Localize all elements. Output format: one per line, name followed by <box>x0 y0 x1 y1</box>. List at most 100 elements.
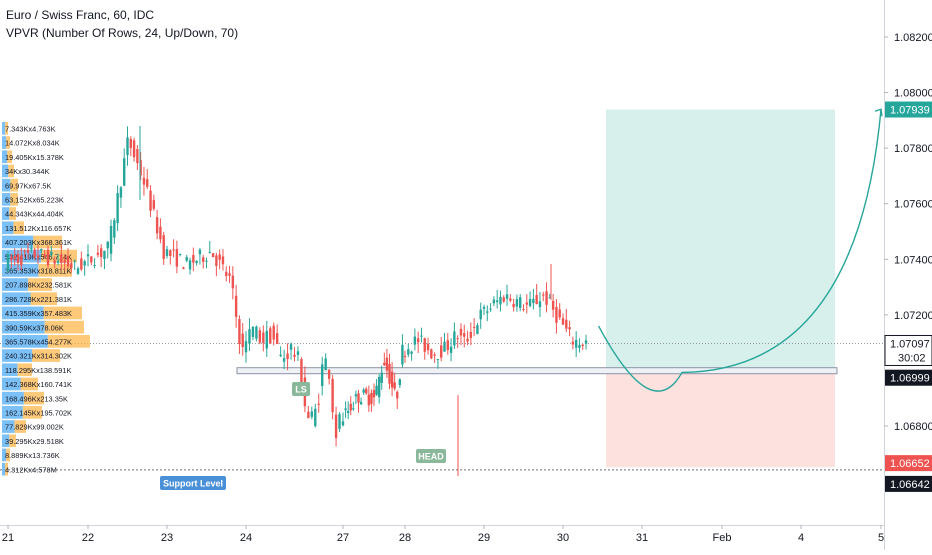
candle-body <box>515 299 519 307</box>
candle-body <box>436 359 440 361</box>
candle-body <box>279 354 282 357</box>
candle-body <box>10 257 13 260</box>
candle-body <box>202 257 205 262</box>
volume-row-label: 131.512Kx116.657K <box>5 224 72 233</box>
volume-bar-up <box>2 448 7 462</box>
candle-body <box>23 250 26 252</box>
candle-body <box>310 411 314 417</box>
volume-row-label: 14.072Kx8.034K <box>5 139 60 148</box>
candle-body <box>505 294 509 299</box>
volume-row-label: 19.405Kx15.378K <box>5 153 64 162</box>
candle-body <box>86 254 90 257</box>
volume-bar-up <box>2 278 28 291</box>
entry-price-tag-bg <box>885 369 932 386</box>
candle-body <box>482 306 486 309</box>
head-label-box[interactable] <box>416 449 446 463</box>
candle-body <box>13 256 16 259</box>
candle-body <box>413 336 417 345</box>
candle-body <box>362 389 365 393</box>
candle-body <box>228 273 231 276</box>
candle-body <box>40 249 43 251</box>
candle-body <box>433 354 436 356</box>
candle-body <box>231 275 235 289</box>
candle-body <box>388 363 391 384</box>
candle-body <box>142 177 146 185</box>
candle-body <box>175 249 179 267</box>
volume-bar-down <box>5 462 8 476</box>
support-rectangle[interactable] <box>236 367 838 375</box>
candle-body <box>502 297 505 302</box>
candle-body <box>449 346 453 353</box>
volume-row-label: 162.145Kx195.702K <box>5 409 72 418</box>
candle-body <box>99 248 103 258</box>
candle-body <box>225 271 228 276</box>
volume-bar-down <box>38 264 72 277</box>
candle-body <box>416 338 420 343</box>
candle-body <box>446 340 449 351</box>
candle-body <box>341 421 345 426</box>
volume-bar-down <box>17 363 32 377</box>
target-zone[interactable] <box>606 109 835 371</box>
candle-body <box>472 326 476 328</box>
volume-bar-up <box>2 235 34 249</box>
candle-body <box>486 311 489 313</box>
x-tick-label: 28 <box>399 532 411 544</box>
candle-body <box>380 372 383 383</box>
candle-body <box>372 390 376 398</box>
stop-zone[interactable] <box>606 370 835 468</box>
candle-body <box>113 220 116 238</box>
volume-bar-up <box>2 462 6 476</box>
volume-bar-down <box>14 420 26 433</box>
candle-body <box>132 140 136 158</box>
volume-bar-up <box>2 349 33 362</box>
candle-body <box>80 258 83 270</box>
candle-body <box>525 302 528 305</box>
candle-body <box>476 325 479 335</box>
candle-body <box>106 241 109 249</box>
volume-bar-up <box>2 221 14 235</box>
candle-body <box>275 333 279 344</box>
candle-body <box>346 410 350 413</box>
candle-body <box>370 393 373 404</box>
candle-body <box>393 382 396 389</box>
candle-body <box>262 332 265 343</box>
volume-bar-up <box>2 320 45 334</box>
candle-body <box>126 137 129 156</box>
candle-body <box>221 256 225 265</box>
candle-body <box>188 260 192 270</box>
volume-bar-up <box>2 391 24 405</box>
volume-bar-down <box>30 292 57 306</box>
volume-bar-up <box>2 150 8 164</box>
volume-row-label: 44.343Kx44.404K <box>5 210 64 219</box>
candle-body <box>119 187 123 198</box>
volume-bar-up <box>2 377 21 391</box>
support-price-tag-text: 1.06642 <box>890 479 930 491</box>
projection-curve[interactable] <box>597 109 882 392</box>
candle-body <box>324 358 327 371</box>
candle-body <box>383 362 386 366</box>
x-tick-label: 23 <box>161 532 173 544</box>
candle-body <box>46 249 50 266</box>
volume-bar-up <box>2 292 31 306</box>
candle-body <box>390 371 394 388</box>
candle-body <box>548 297 552 299</box>
candle-body <box>495 300 499 303</box>
x-tick-label: 22 <box>82 532 94 544</box>
ls-label-box[interactable] <box>292 382 310 396</box>
last-price-tag-text: 1.07097 <box>890 338 930 350</box>
volume-row-label: 207.898Kx232.581K <box>5 281 72 290</box>
candle-body <box>545 291 548 305</box>
candle-body <box>289 344 293 350</box>
volume-bar-up <box>2 434 10 448</box>
candle-body <box>466 338 469 342</box>
entry-price-tag-text: 1.06999 <box>890 373 930 385</box>
projection-arrow-icon <box>874 108 883 117</box>
support-level-label-box[interactable] <box>160 476 226 490</box>
candle-body <box>152 200 156 209</box>
volume-bar-up <box>2 193 11 206</box>
candle-body <box>519 297 522 308</box>
candle-body <box>561 318 565 325</box>
candle-body <box>538 301 542 308</box>
